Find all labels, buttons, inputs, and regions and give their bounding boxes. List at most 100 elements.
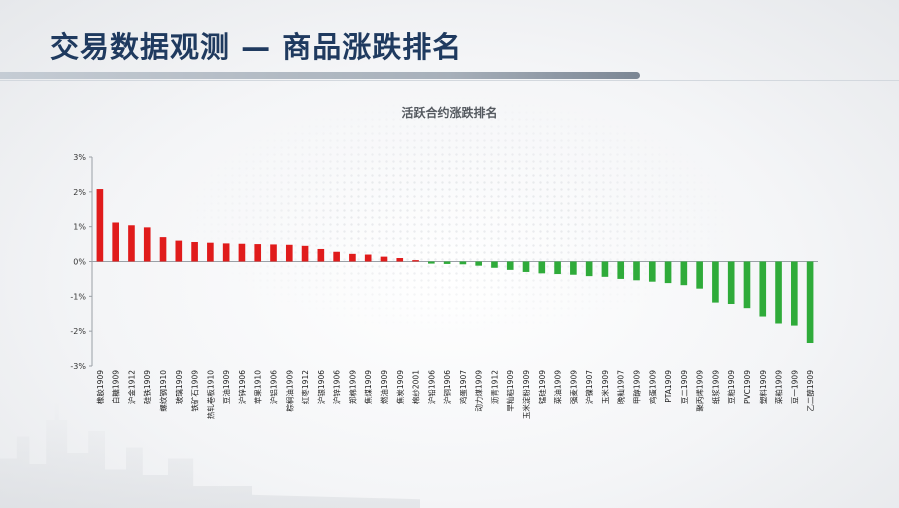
x-tick-label: 甲醇1909 [632, 370, 642, 404]
bar [806, 261, 814, 344]
x-tick-label: 豆二1909 [680, 370, 689, 404]
bar [285, 244, 293, 262]
bar [727, 261, 735, 304]
bar [143, 227, 151, 262]
x-tick-label: 塑料1909 [758, 370, 768, 404]
bar [775, 261, 782, 324]
world-map-decoration [180, 95, 740, 335]
bar [270, 244, 277, 262]
chart-title: 活跃合约涨跌排名 [401, 106, 498, 120]
bar [712, 261, 719, 303]
y-tick-label: 1% [73, 223, 86, 232]
bar [506, 261, 514, 270]
bar [475, 261, 482, 266]
y-tick-label: 0% [73, 258, 86, 267]
x-tick-label: 沪锌1906 [237, 370, 247, 404]
x-tick-label: 锰硅1909 [537, 370, 547, 404]
x-tick-label: 棕榈油1909 [284, 370, 294, 412]
bar [380, 256, 388, 262]
bar [601, 261, 609, 277]
x-tick-label: 鸡蛋1907 [458, 370, 468, 404]
x-tick-label: 豆油1909 [221, 370, 231, 404]
bar [459, 261, 467, 265]
bar [349, 253, 356, 262]
x-tick-label: 焦炭1909 [395, 370, 405, 404]
bar [333, 251, 340, 262]
x-tick-label: 强麦1909 [568, 370, 578, 404]
x-tick-label: 郑棉1909 [347, 370, 357, 404]
bar [191, 241, 198, 262]
x-tick-label: 硅铁1909 [142, 370, 152, 404]
x-tick-label: 棉纱2001 [411, 370, 421, 404]
x-tick-label: 玉米淀粉1909 [521, 370, 531, 419]
x-tick-label: 菜粕1909 [774, 370, 784, 404]
bar [396, 258, 404, 262]
x-tick-label: 玉米1909 [600, 370, 610, 404]
bar [112, 222, 119, 262]
x-tick-label: 燃油1909 [379, 370, 389, 404]
bar [428, 261, 435, 264]
y-tick-label: -3% [70, 362, 86, 371]
x-tick-label: 纸浆1909 [710, 370, 720, 404]
bar [522, 261, 530, 272]
x-tick-label: 白糖1909 [111, 370, 121, 404]
bar [759, 261, 767, 317]
y-tick-label: 2% [73, 188, 86, 197]
bar [364, 254, 372, 262]
bar [317, 248, 325, 262]
x-tick-label: 鸡蛋1909 [647, 370, 657, 404]
bar [175, 240, 183, 262]
bar [633, 261, 640, 281]
bar [585, 261, 593, 277]
x-tick-label: 沪银1906 [316, 370, 326, 404]
x-tick-label: 铁矿石1909 [190, 370, 200, 412]
x-tick-label: 螺纹钢1910 [158, 370, 168, 412]
x-tick-label: 橡胶1909 [95, 370, 105, 404]
bar [743, 261, 751, 309]
x-tick-label: PTA1909 [664, 370, 673, 403]
bar [617, 261, 625, 279]
bar [207, 242, 214, 262]
x-tick-label: 聚丙烯1909 [695, 370, 705, 412]
x-tick-label: 早籼稻1909 [505, 370, 515, 412]
bar [554, 261, 561, 275]
bar [491, 261, 498, 268]
bar [443, 261, 451, 264]
bar [128, 225, 135, 262]
bar [664, 261, 672, 284]
y-tick-label: 3% [73, 153, 86, 162]
bar [96, 189, 104, 262]
x-tick-label: 菜油1909 [553, 370, 563, 404]
x-tick-label: 热轧卷板1910 [205, 370, 215, 419]
x-tick-label: 苹果1910 [253, 370, 263, 404]
y-tick-label: -1% [70, 292, 86, 301]
x-tick-label: 沪铝1906 [269, 370, 279, 404]
x-tick-label: 豆粕1909 [726, 370, 736, 404]
x-tick-label: PVC1909 [743, 370, 752, 404]
x-tick-label: 豆一1909 [790, 370, 799, 404]
bar [538, 261, 546, 274]
bar [301, 245, 309, 262]
header-divider [0, 80, 899, 81]
bar [238, 243, 246, 262]
x-tick-label: 沪镍1907 [584, 370, 594, 404]
bar [791, 261, 798, 326]
bar [680, 261, 688, 286]
header-band [0, 72, 640, 79]
x-tick-label: 焦煤1909 [363, 370, 373, 404]
x-tick-label: 晚籼1907 [616, 370, 626, 404]
x-tick-label: 红枣1912 [300, 370, 310, 404]
bar [254, 244, 262, 262]
bar [222, 243, 230, 262]
x-tick-label: 动力煤1909 [474, 370, 484, 412]
x-tick-label: 沪铅1906 [426, 370, 436, 404]
bar [648, 261, 656, 282]
x-tick-label: 沪铜1906 [442, 370, 452, 404]
bar [412, 260, 419, 262]
x-tick-label: 沥青1912 [489, 370, 499, 404]
bar [570, 261, 577, 275]
x-tick-label: 玻璃1909 [174, 370, 184, 404]
bar [159, 237, 167, 262]
bar [696, 261, 703, 289]
